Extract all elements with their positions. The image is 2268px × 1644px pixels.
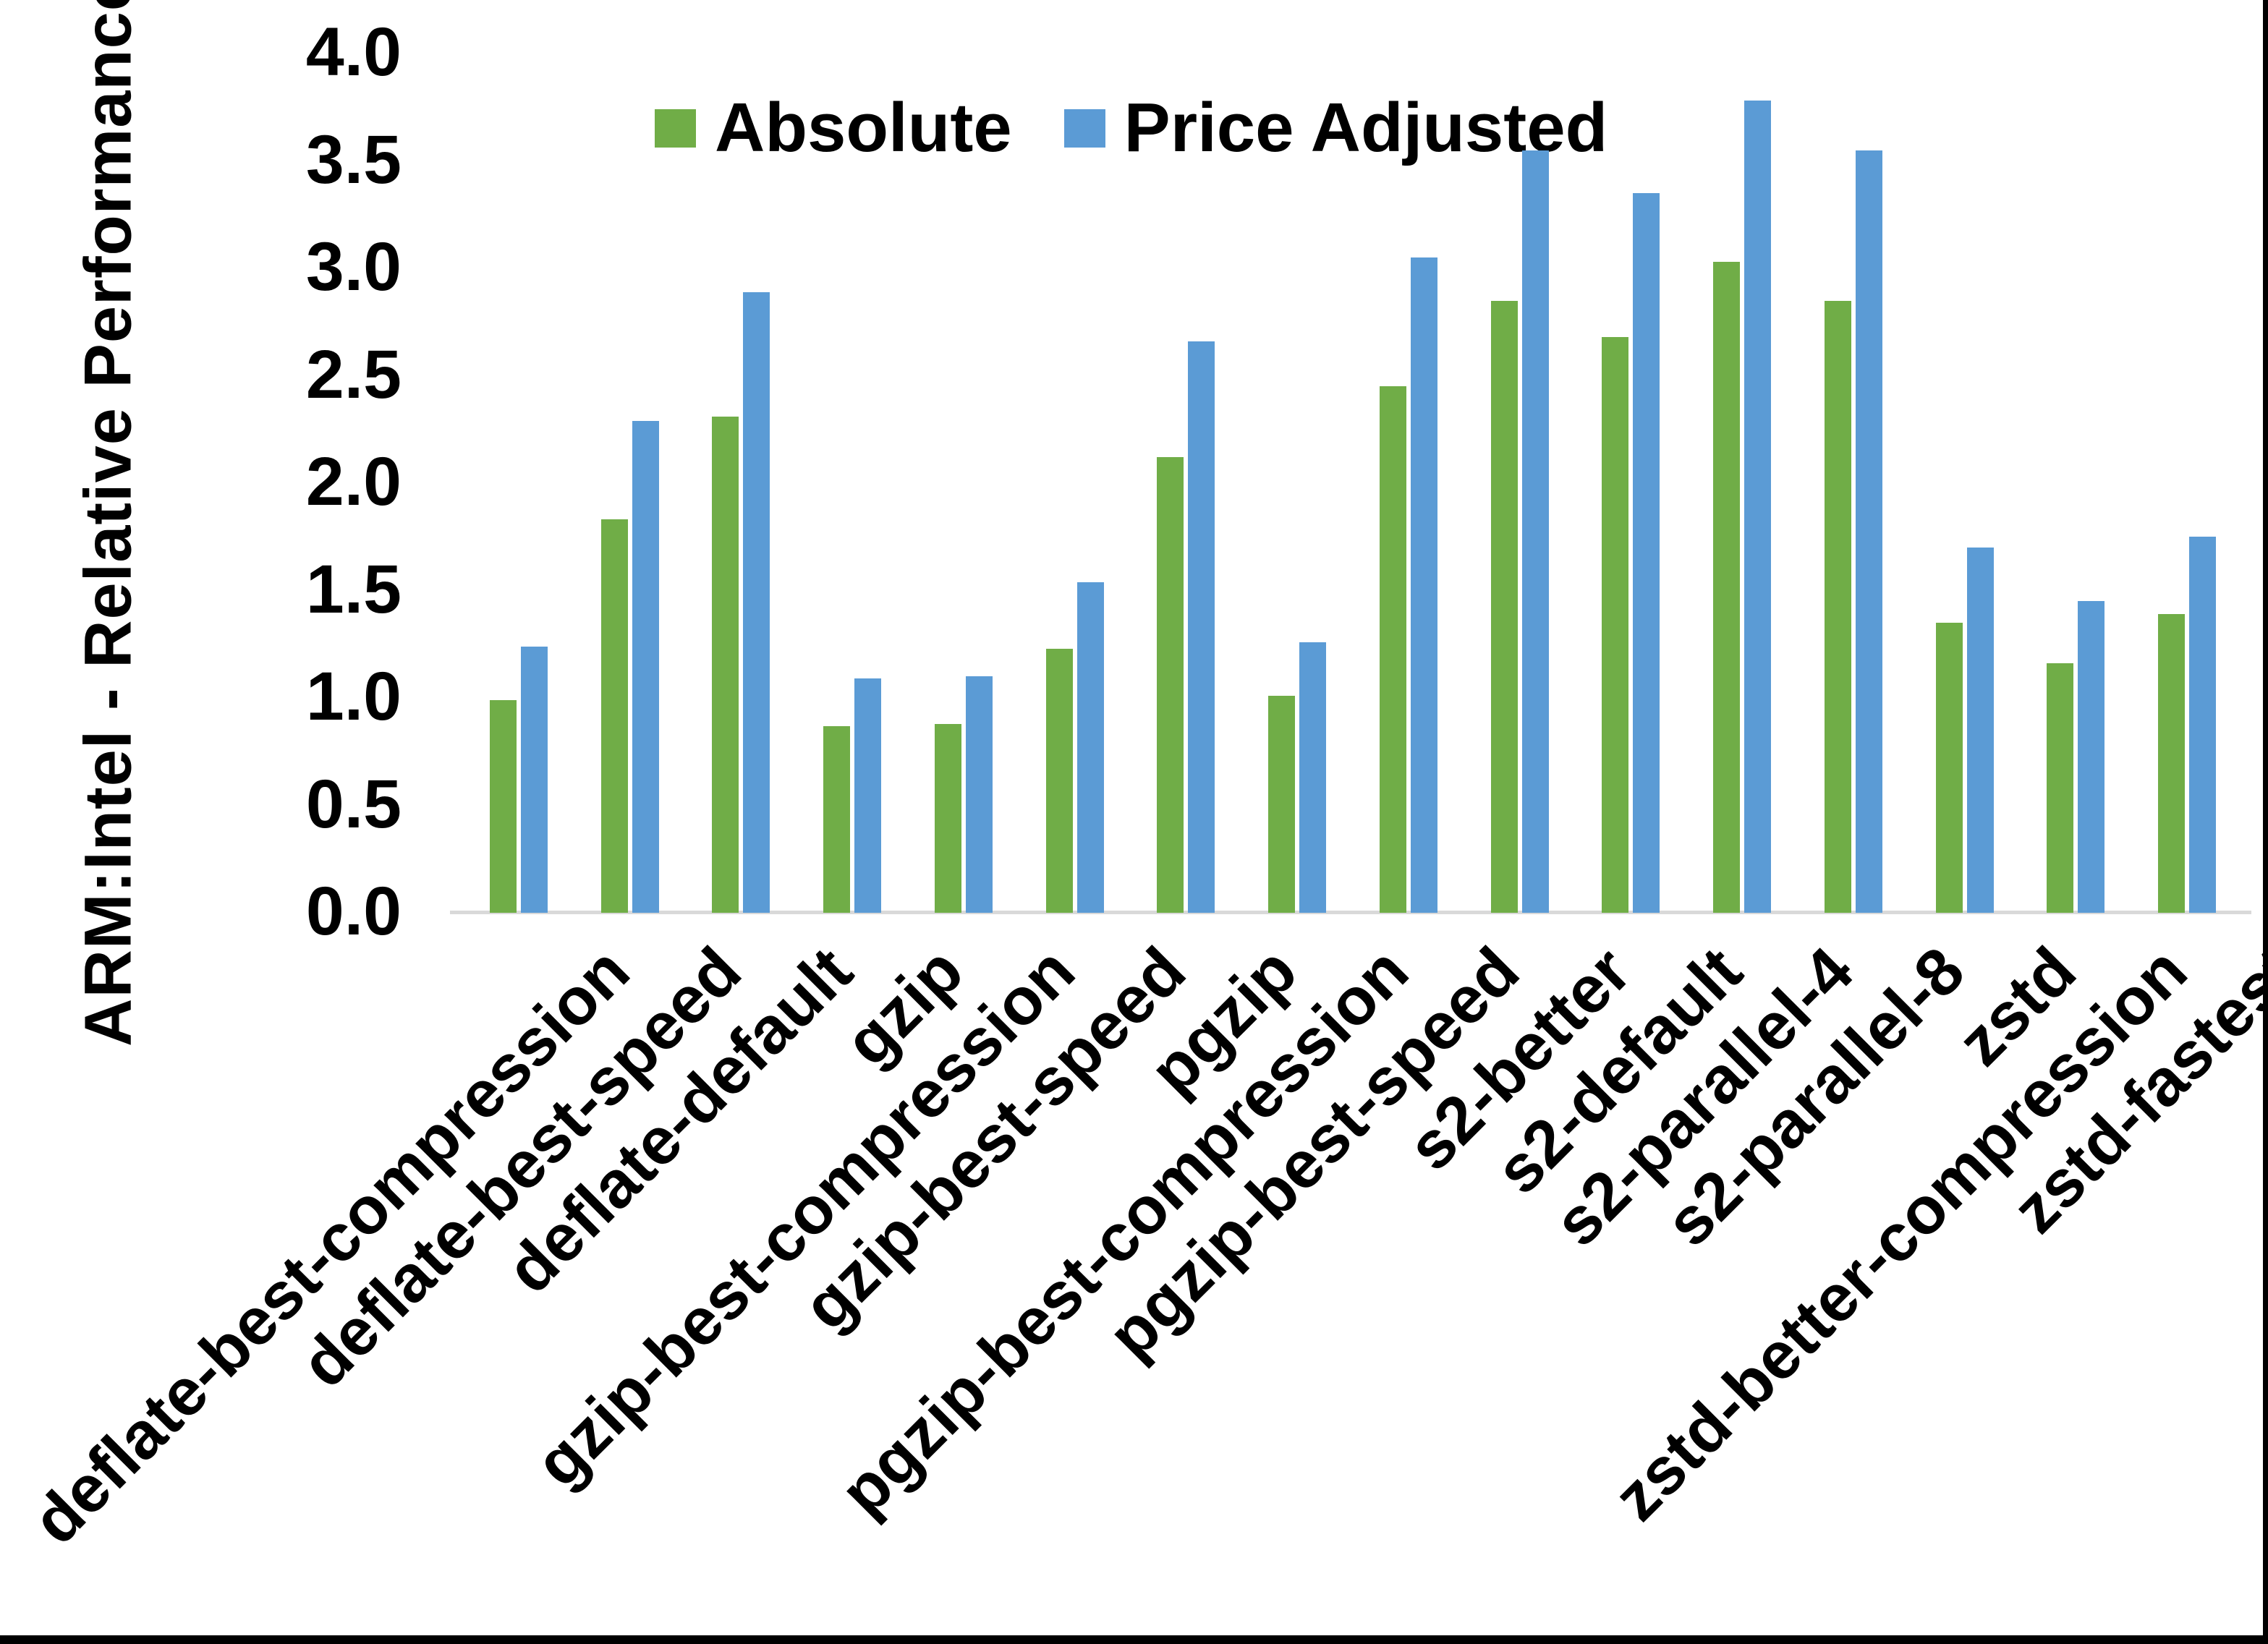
y-tick-0.0: 0.0 (305, 873, 402, 950)
y-tick-4.0: 4.0 (305, 14, 402, 90)
bar-price-adjusted-gzip-best-compression (965, 676, 993, 913)
y-tick-3.0: 3.0 (305, 229, 402, 305)
bar-absolute-deflate-default (712, 417, 739, 913)
bar-price-adjusted-zstd-better-compression (2078, 601, 2105, 913)
bar-price-adjusted-s2-default (1633, 193, 1660, 913)
bar-price-adjusted-zstd (1966, 548, 1994, 913)
bar-price-adjusted-deflate-default (743, 292, 770, 913)
y-tick-2.0: 2.0 (305, 443, 402, 520)
y-tick-1.5: 1.5 (305, 551, 402, 628)
bar-absolute-gzip-best-speed (1045, 649, 1073, 913)
y-tick-3.5: 3.5 (305, 122, 402, 198)
bar-price-adjusted-deflate-best-speed (632, 421, 659, 913)
plot-area (450, 52, 2251, 914)
window-border-bottom (0, 1635, 2268, 1644)
x-axis-line (450, 911, 2251, 914)
legend-item-absolute: Absolute (655, 88, 1012, 168)
bar-price-adjusted-pgzip (1188, 341, 1215, 913)
bar-absolute-pgzip (1157, 457, 1184, 913)
bar-price-adjusted-zstd-fastest (2189, 537, 2217, 913)
y-axis-title: ARM:Intel - Relative Performance (71, 0, 145, 1047)
bar-price-adjusted-gzip (854, 678, 882, 913)
bar-absolute-zstd (1935, 623, 1963, 913)
bar-price-adjusted-pgzip-best-speed (1410, 257, 1437, 913)
bar-absolute-s2-parallel-4 (1713, 262, 1741, 913)
bar-absolute-pgzip-best-compression (1268, 696, 1296, 913)
bar-absolute-s2-default (1602, 337, 1629, 913)
bar-price-adjusted-pgzip-best-compression (1299, 642, 1327, 913)
legend-label-absolute: Absolute (715, 89, 1012, 166)
y-tick-0.5: 0.5 (305, 766, 402, 843)
window-border-right (2263, 0, 2268, 1644)
bar-absolute-zstd-fastest (2158, 614, 2186, 913)
y-tick-1.0: 1.0 (305, 658, 402, 735)
bar-price-adjusted-deflate-best-compression (520, 647, 548, 913)
y-tick-2.5: 2.5 (305, 336, 402, 413)
bar-absolute-pgzip-best-speed (1379, 386, 1406, 913)
bar-price-adjusted-s2-better (1521, 150, 1549, 913)
bar-absolute-gzip (823, 726, 851, 913)
legend-swatch-price-adjusted-icon (1063, 108, 1105, 148)
bar-price-adjusted-s2-parallel-8 (1855, 150, 1882, 913)
bar-absolute-s2-better (1490, 301, 1518, 913)
legend-swatch-absolute-icon (655, 108, 696, 148)
bar-absolute-zstd-better-compression (2047, 663, 2074, 913)
bar-price-adjusted-gzip-best-speed (1076, 582, 1104, 913)
bar-absolute-gzip-best-compression (934, 724, 961, 913)
bar-absolute-deflate-best-compression (489, 700, 517, 913)
bar-absolute-deflate-best-speed (600, 519, 628, 913)
bar-price-adjusted-s2-parallel-4 (1744, 101, 1772, 913)
bar-absolute-s2-parallel-8 (1824, 301, 1851, 913)
